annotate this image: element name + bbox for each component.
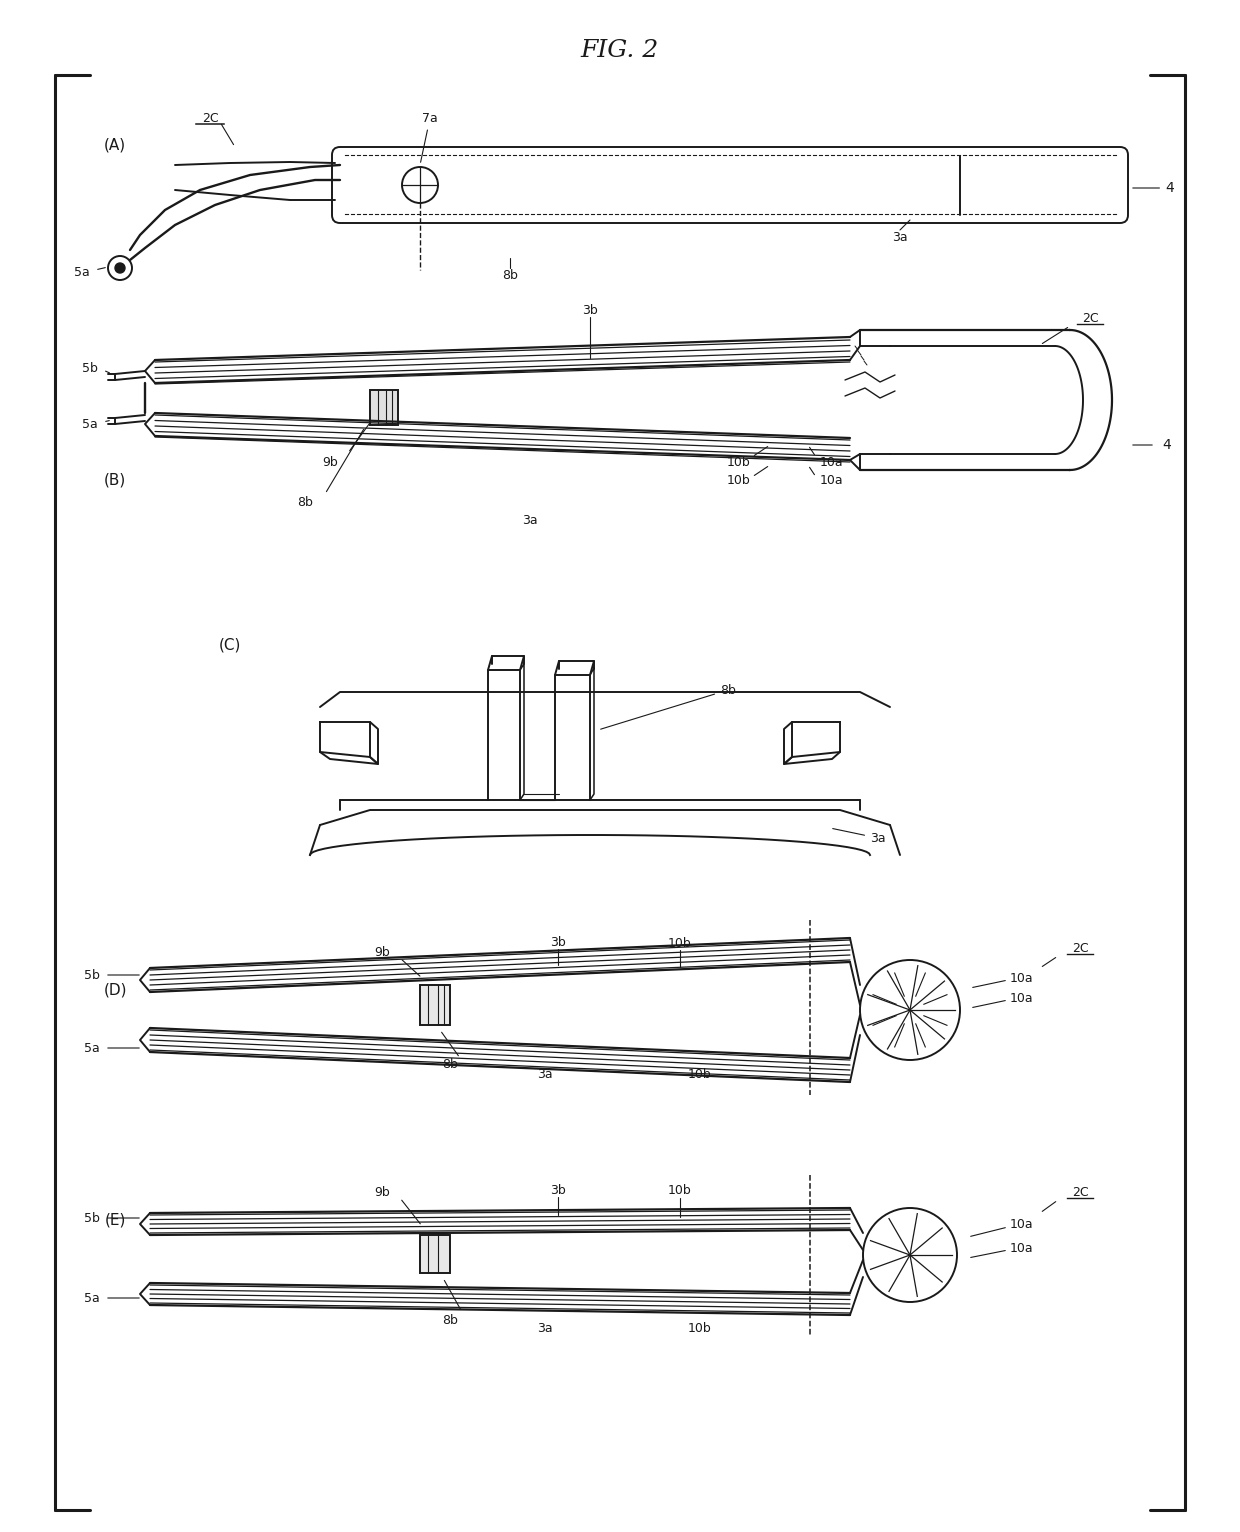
Text: 10b: 10b <box>688 1068 712 1082</box>
Text: 3a: 3a <box>537 1322 553 1334</box>
Text: 3b: 3b <box>582 303 598 317</box>
Text: 2C: 2C <box>1071 942 1089 954</box>
FancyBboxPatch shape <box>332 147 1128 224</box>
Text: 10a: 10a <box>820 455 843 469</box>
Text: 2C: 2C <box>202 112 218 124</box>
Text: 8b: 8b <box>443 1059 458 1071</box>
Text: (B): (B) <box>104 472 126 487</box>
Text: 8b: 8b <box>600 683 735 729</box>
Text: 3a: 3a <box>893 230 908 244</box>
Text: 8b: 8b <box>298 495 312 509</box>
Text: 3a: 3a <box>537 1068 553 1082</box>
Text: 8b: 8b <box>443 1313 458 1327</box>
Text: 4: 4 <box>1162 438 1171 452</box>
Text: 5a: 5a <box>74 265 89 279</box>
Text: 10b: 10b <box>688 1322 712 1334</box>
Text: 2C: 2C <box>1081 311 1099 325</box>
Text: 10a: 10a <box>1011 1218 1034 1232</box>
Bar <box>420 985 450 1025</box>
Text: 2C: 2C <box>1071 1186 1089 1198</box>
Bar <box>420 1235 450 1273</box>
Text: 5a: 5a <box>84 1291 100 1305</box>
Text: 9b: 9b <box>374 945 389 959</box>
Text: 5b: 5b <box>84 1212 100 1224</box>
Text: (C): (C) <box>218 637 242 653</box>
Text: 3a: 3a <box>522 513 538 527</box>
Text: (A): (A) <box>104 138 126 153</box>
Text: 10b: 10b <box>727 473 750 487</box>
Text: 7a: 7a <box>420 112 438 162</box>
Text: 3b: 3b <box>551 936 565 948</box>
Text: 9b: 9b <box>322 455 337 469</box>
Text: (E): (E) <box>104 1212 125 1227</box>
Text: 10b: 10b <box>668 936 692 950</box>
Text: 3a: 3a <box>833 829 885 844</box>
Text: 4: 4 <box>1133 181 1174 195</box>
Text: 5a: 5a <box>84 1042 100 1054</box>
Text: 10a: 10a <box>820 473 843 487</box>
Text: 10a: 10a <box>1011 1241 1034 1255</box>
Text: 9b: 9b <box>374 1186 389 1198</box>
Text: 5a: 5a <box>82 418 98 430</box>
Text: (D): (D) <box>103 982 126 997</box>
Text: 5b: 5b <box>84 968 100 982</box>
Polygon shape <box>370 391 398 424</box>
Text: 10a: 10a <box>1011 991 1034 1005</box>
Text: 5b: 5b <box>82 362 98 374</box>
Text: 8b: 8b <box>502 268 518 282</box>
Text: 10a: 10a <box>1011 971 1034 985</box>
Text: FIG. 2: FIG. 2 <box>580 38 660 61</box>
Circle shape <box>115 264 125 273</box>
Text: 3b: 3b <box>551 1184 565 1196</box>
Text: 10b: 10b <box>727 455 750 469</box>
Text: 10b: 10b <box>668 1184 692 1198</box>
